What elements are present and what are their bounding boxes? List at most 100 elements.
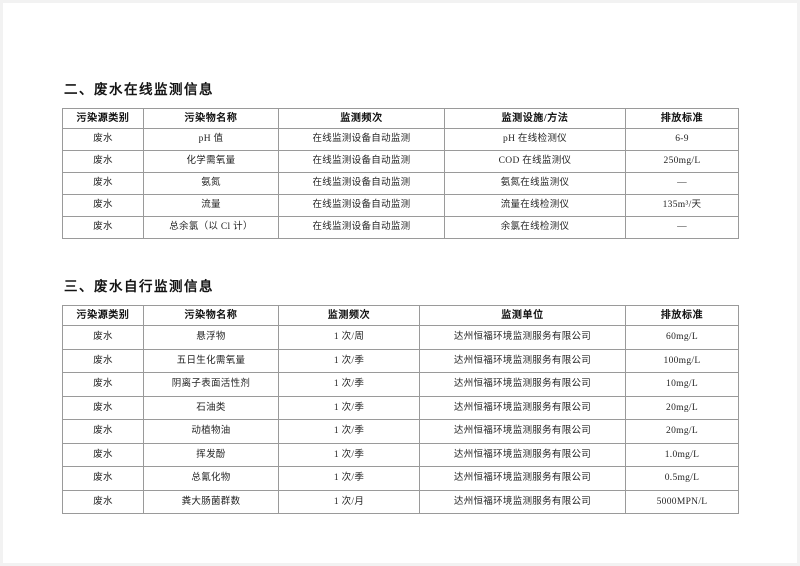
table-row: 废水 石油类 1 次/季 达州恒福环境监测服务有限公司 20mg/L [62, 395, 739, 420]
section-heading-self-monitoring: 三、废水自行监测信息 [64, 279, 214, 294]
column-header-pollution-source-type: 污染源类别 [62, 305, 144, 326]
cell-monitoring-frequency: 1 次/季 [278, 442, 420, 467]
table-row: 废水 粪大肠菌群数 1 次/月 达州恒福环境监测服务有限公司 5000MPN/L [62, 489, 739, 514]
cell-emission-standard: 100mg/L [625, 348, 739, 373]
cell-monitoring-unit: 达州恒福环境监测服务有限公司 [419, 348, 626, 373]
cell-monitoring-facility-method: pH 在线检测仪 [444, 128, 626, 151]
cell-monitoring-frequency: 1 次/周 [278, 325, 420, 350]
column-header-pollutant-name: 污染物名称 [143, 305, 279, 326]
table-row: 废水 总氰化物 1 次/季 达州恒福环境监测服务有限公司 0.5mg/L [62, 466, 739, 491]
cell-monitoring-facility-method: 流量在线检测仪 [444, 194, 626, 217]
cell-pollutant-name: 阴离子表面活性剂 [143, 372, 279, 397]
cell-pollutant-name: 五日生化需氧量 [143, 348, 279, 373]
section-self-monitoring: 三、废水自行监测信息 污染源类别 污染物名称 监测频次 监测单位 排放标准 [62, 275, 739, 514]
cell-monitoring-frequency: 在线监测设备自动监测 [278, 194, 445, 217]
column-header-monitoring-facility-method: 监测设施/方法 [444, 108, 626, 129]
cell-emission-standard: 135m³/天 [625, 194, 739, 217]
table-body-online-monitoring: 废水 pH 值 在线监测设备自动监测 pH 在线检测仪 6-9 废水 化学需氧量… [62, 128, 739, 239]
cell-pollutant-name: 总余氯（以 Cl 计） [143, 216, 279, 239]
cell-pollution-source-type: 废水 [62, 442, 144, 467]
cell-pollution-source-type: 废水 [62, 172, 144, 195]
cell-emission-standard: 6-9 [625, 128, 739, 151]
cell-monitoring-unit: 达州恒福环境监测服务有限公司 [419, 466, 626, 491]
table-header-row: 污染源类别 污染物名称 监测频次 监测设施/方法 排放标准 [62, 108, 739, 129]
cell-pollutant-name: 石油类 [143, 395, 279, 420]
document-content: 二、废水在线监测信息 污染源类别 污染物名称 监测频次 监测设施/方法 排放标准 [62, 78, 739, 514]
section-online-monitoring: 二、废水在线监测信息 污染源类别 污染物名称 监测频次 监测设施/方法 排放标准 [62, 78, 739, 239]
column-header-pollution-source-type: 污染源类别 [62, 108, 144, 129]
cell-pollution-source-type: 废水 [62, 128, 144, 151]
cell-monitoring-facility-method: 氨氮在线监测仪 [444, 172, 626, 195]
table-row: 废水 流量 在线监测设备自动监测 流量在线检测仪 135m³/天 [62, 194, 739, 217]
cell-pollutant-name: 总氰化物 [143, 466, 279, 491]
scan-edge-top [0, 0, 800, 3]
table-header-row: 污染源类别 污染物名称 监测频次 监测单位 排放标准 [62, 305, 739, 326]
cell-monitoring-frequency: 在线监测设备自动监测 [278, 150, 445, 173]
column-header-monitoring-frequency: 监测频次 [278, 108, 445, 129]
cell-pollution-source-type: 废水 [62, 395, 144, 420]
cell-monitoring-unit: 达州恒福环境监测服务有限公司 [419, 489, 626, 514]
column-header-emission-standard: 排放标准 [625, 108, 739, 129]
cell-monitoring-frequency: 在线监测设备自动监测 [278, 172, 445, 195]
cell-pollutant-name: 氨氮 [143, 172, 279, 195]
cell-monitoring-frequency: 在线监测设备自动监测 [278, 128, 445, 151]
cell-pollutant-name: pH 值 [143, 128, 279, 151]
cell-monitoring-frequency: 1 次/季 [278, 466, 420, 491]
column-header-emission-standard: 排放标准 [625, 305, 739, 326]
cell-monitoring-unit: 达州恒福环境监测服务有限公司 [419, 325, 626, 350]
table-body-self-monitoring: 废水 悬浮物 1 次/周 达州恒福环境监测服务有限公司 60mg/L 废水 五日… [62, 325, 739, 514]
cell-monitoring-frequency: 1 次/季 [278, 395, 420, 420]
cell-pollutant-name: 动植物油 [143, 419, 279, 444]
cell-pollution-source-type: 废水 [62, 216, 144, 239]
cell-emission-standard: 5000MPN/L [625, 489, 739, 514]
cell-monitoring-unit: 达州恒福环境监测服务有限公司 [419, 419, 626, 444]
cell-monitoring-facility-method: 余氯在线检测仪 [444, 216, 626, 239]
cell-pollution-source-type: 废水 [62, 150, 144, 173]
cell-monitoring-frequency: 1 次/季 [278, 372, 420, 397]
cell-emission-standard: — [625, 172, 739, 195]
cell-monitoring-unit: 达州恒福环境监测服务有限公司 [419, 442, 626, 467]
column-header-monitoring-unit: 监测单位 [419, 305, 626, 326]
table-online-monitoring: 污染源类别 污染物名称 监测频次 监测设施/方法 排放标准 废水 pH 值 在线… [62, 108, 739, 239]
cell-monitoring-facility-method: COD 在线监测仪 [444, 150, 626, 173]
cell-monitoring-frequency: 1 次/季 [278, 348, 420, 373]
table-row: 废水 氨氮 在线监测设备自动监测 氨氮在线监测仪 — [62, 172, 739, 195]
cell-monitoring-unit: 达州恒福环境监测服务有限公司 [419, 395, 626, 420]
cell-emission-standard: — [625, 216, 739, 239]
cell-emission-standard: 1.0mg/L [625, 442, 739, 467]
scan-edge-left [0, 0, 3, 566]
cell-pollution-source-type: 废水 [62, 419, 144, 444]
table-row: 废水 悬浮物 1 次/周 达州恒福环境监测服务有限公司 60mg/L [62, 325, 739, 350]
cell-pollution-source-type: 废水 [62, 489, 144, 514]
cell-pollution-source-type: 废水 [62, 194, 144, 217]
cell-monitoring-frequency: 1 次/季 [278, 419, 420, 444]
cell-pollutant-name: 悬浮物 [143, 325, 279, 350]
column-header-monitoring-frequency: 监测频次 [278, 305, 420, 326]
cell-pollution-source-type: 废水 [62, 466, 144, 491]
cell-monitoring-frequency: 1 次/月 [278, 489, 420, 514]
table-row: 废水 pH 值 在线监测设备自动监测 pH 在线检测仪 6-9 [62, 128, 739, 151]
scan-edge-right [797, 0, 800, 566]
table-row: 废水 化学需氧量 在线监测设备自动监测 COD 在线监测仪 250mg/L [62, 150, 739, 173]
cell-pollutant-name: 挥发酚 [143, 442, 279, 467]
cell-emission-standard: 60mg/L [625, 325, 739, 350]
table-row: 废水 阴离子表面活性剂 1 次/季 达州恒福环境监测服务有限公司 10mg/L [62, 372, 739, 397]
cell-pollution-source-type: 废水 [62, 372, 144, 397]
cell-pollutant-name: 化学需氧量 [143, 150, 279, 173]
column-header-pollutant-name: 污染物名称 [143, 108, 279, 129]
cell-monitoring-unit: 达州恒福环境监测服务有限公司 [419, 372, 626, 397]
cell-pollution-source-type: 废水 [62, 325, 144, 350]
cell-emission-standard: 250mg/L [625, 150, 739, 173]
cell-emission-standard: 10mg/L [625, 372, 739, 397]
cell-emission-standard: 20mg/L [625, 419, 739, 444]
cell-pollutant-name: 流量 [143, 194, 279, 217]
cell-emission-standard: 20mg/L [625, 395, 739, 420]
scan-edge-bottom [0, 563, 800, 566]
cell-pollution-source-type: 废水 [62, 348, 144, 373]
table-row: 废水 挥发酚 1 次/季 达州恒福环境监测服务有限公司 1.0mg/L [62, 442, 739, 467]
cell-emission-standard: 0.5mg/L [625, 466, 739, 491]
section-heading-online-monitoring: 二、废水在线监测信息 [64, 82, 214, 97]
table-row: 废水 动植物油 1 次/季 达州恒福环境监测服务有限公司 20mg/L [62, 419, 739, 444]
cell-monitoring-frequency: 在线监测设备自动监测 [278, 216, 445, 239]
cell-pollutant-name: 粪大肠菌群数 [143, 489, 279, 514]
